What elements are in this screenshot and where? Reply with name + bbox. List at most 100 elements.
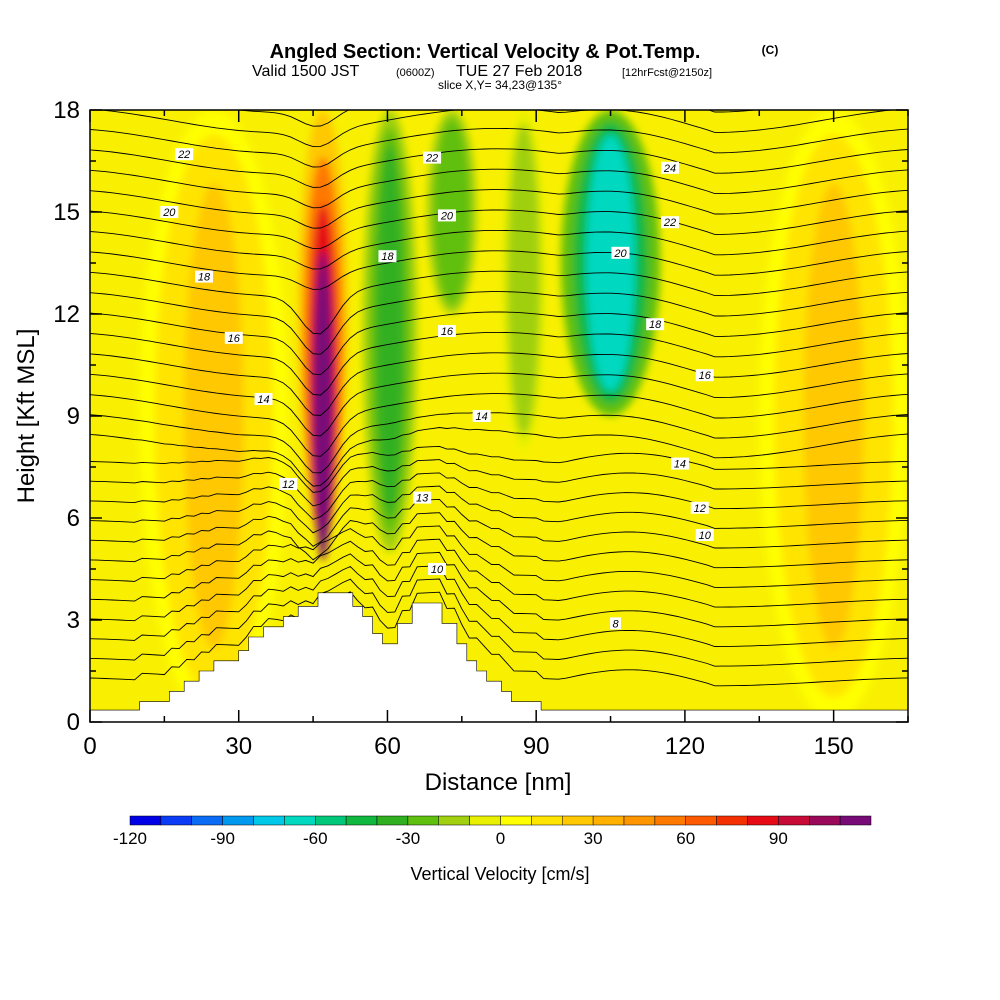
forecast-info: [12hrFcst@2150z] — [622, 67, 712, 79]
terrain-outline — [90, 592, 908, 722]
contour-label: 20 — [611, 246, 630, 260]
contour-label-bg — [437, 325, 456, 337]
slice-info: slice X,Y= 34,23@135° — [438, 78, 562, 92]
velocity-region-downdraft-1 — [376, 145, 404, 517]
contour-label-bg — [661, 161, 680, 174]
contour-label-bg — [690, 501, 709, 514]
velocity-region-updraft_core-0 — [313, 250, 333, 561]
contour-label-text: 14 — [257, 394, 269, 406]
y-tick-label: 12 — [53, 301, 80, 328]
contour-labels: 22 20 18 16 14 12 22 20 18 16 14 13 10 24 22 20 18 16 14 12… — [160, 148, 714, 630]
contour-label-text: 20 — [440, 210, 454, 222]
contour-label-text: 14 — [674, 459, 686, 471]
colorbar-swatch — [500, 815, 532, 826]
contour-label-text: 8 — [612, 618, 619, 630]
colorbar-tick-label: 90 — [769, 829, 788, 848]
y-tick-label: 15 — [53, 199, 80, 226]
contour-label-text: 18 — [649, 319, 662, 331]
contour-label-text: 10 — [431, 564, 444, 576]
contour-label: 22 — [175, 148, 194, 161]
pot-temp-contour — [90, 538, 908, 608]
contour-label: 10 — [428, 563, 447, 576]
copyright-mark: (C) — [762, 43, 779, 57]
contour-label: 18 — [195, 270, 214, 284]
pot-temp-contour — [90, 189, 908, 229]
colorbar-label: Vertical Velocity [cm/s] — [410, 864, 589, 884]
valid-utc: (0600Z) — [396, 67, 435, 79]
contour-label: 13 — [413, 491, 432, 505]
pot-temp-contour — [90, 551, 908, 628]
contour-label: 12 — [279, 478, 298, 491]
pot-temp-contour — [90, 427, 908, 487]
pot-temp-contour — [90, 578, 908, 667]
colorbar-tick-label: -30 — [396, 829, 421, 848]
contour-label-bg — [195, 270, 214, 283]
colorbar-tick-label: -60 — [303, 829, 328, 848]
pot-temp-contour — [90, 485, 908, 534]
colorbar-swatch — [531, 815, 563, 826]
colorbar-swatch — [191, 815, 223, 826]
y-tick-label: 18 — [53, 97, 80, 124]
colorbar-swatch — [284, 815, 316, 826]
pot-temp-contour — [90, 445, 908, 493]
y-axis: 0 3 6 9 12 15 18 — [53, 97, 908, 736]
plot-area: 22 20 18 16 14 12 22 20 18 16 14 13 10 24 22 20 18 16 14 12… — [90, 110, 908, 722]
pot-temp-contour — [90, 412, 908, 474]
colorbar-swatch — [809, 815, 841, 826]
contour-label-bg — [428, 563, 447, 575]
velocity-region-downdraft-4 — [512, 137, 535, 423]
contour-label: 20 — [437, 209, 456, 222]
contour-label-text: 16 — [699, 370, 712, 382]
colorbar-swatch — [407, 815, 439, 826]
contour-label: 14 — [472, 410, 491, 423]
pot-temp-contours — [90, 110, 908, 687]
colorbar-swatch — [376, 815, 409, 826]
pot-temp-contour — [90, 331, 908, 396]
pot-temp-contour — [90, 372, 908, 437]
pot-temp-contour — [90, 525, 908, 588]
contour-label-bg — [423, 151, 442, 164]
velocity-region-weak_updraft-8 — [803, 183, 864, 649]
pot-temp-contour — [90, 352, 908, 416]
contour-label-bg — [160, 206, 179, 218]
contour-label-text: 12 — [694, 503, 706, 515]
velocity-region-downdraft-3 — [585, 134, 636, 392]
colorbar-swatch — [315, 815, 347, 826]
y-axis-label: Height [Kft MSL] — [13, 329, 40, 504]
y-tick-label: 3 — [67, 607, 80, 634]
colorbar-tick-label: -90 — [210, 829, 235, 848]
colorbar-swatch — [160, 815, 192, 826]
pot-temp-contour — [90, 168, 908, 209]
pot-temp-contour — [90, 393, 908, 457]
y-tick-label: 9 — [67, 403, 80, 430]
colorbar-tick-label: 60 — [676, 829, 695, 848]
colorbar-swatch — [592, 815, 625, 826]
contour-label-text: 22 — [663, 217, 676, 229]
valid-prefix: Valid 1500 JST — [252, 63, 360, 80]
contour-label-bg — [610, 617, 622, 630]
contour-label: 8 — [610, 617, 622, 630]
contour-label: 16 — [437, 325, 456, 338]
contour-label-bg — [661, 216, 680, 229]
pot-temp-contour — [90, 127, 908, 168]
colorbar-swatch — [562, 815, 594, 826]
contour-label-text: 18 — [198, 272, 211, 284]
contour-label-text: 20 — [613, 248, 627, 260]
y-tick-label: 0 — [67, 709, 80, 736]
chart-title: Angled Section: Vertical Velocity & Pot.… — [270, 41, 701, 63]
contour-label: 14 — [670, 457, 689, 471]
contour-label: 10 — [695, 529, 714, 542]
contour-label-bg — [695, 369, 714, 382]
colorbar-swatch — [222, 815, 254, 826]
contour-label: 16 — [695, 369, 714, 382]
colorbar-swatch — [129, 815, 162, 826]
contour-label-text: 22 — [177, 149, 190, 161]
contour-label-text: 16 — [228, 333, 241, 345]
contour-label-bg — [670, 457, 689, 470]
pot-temp-contour — [90, 459, 908, 507]
colorbar-swatch — [438, 815, 470, 826]
contour-label-text: 13 — [416, 493, 429, 505]
pot-temp-contour — [90, 148, 908, 188]
contour-label-bg — [611, 246, 630, 259]
contour-label: 18 — [646, 318, 665, 331]
